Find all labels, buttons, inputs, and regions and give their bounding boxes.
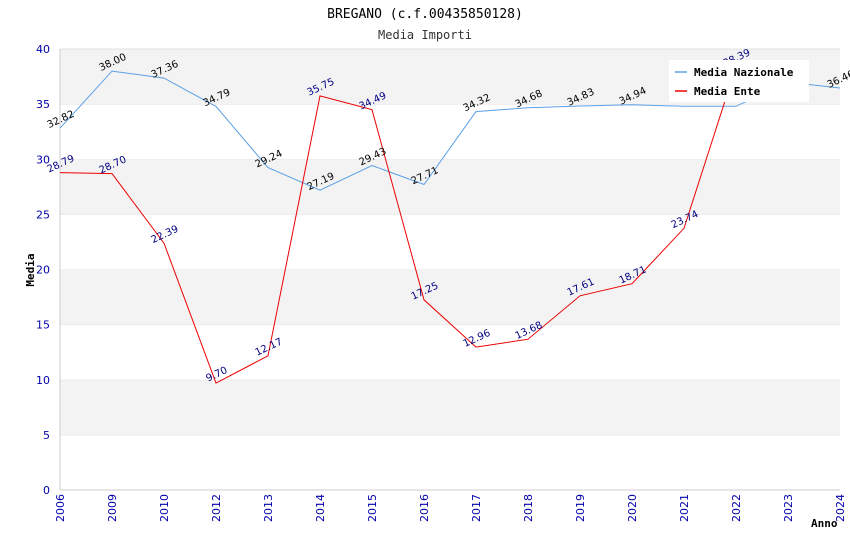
grid-band xyxy=(60,269,840,325)
y-tick-label: 15 xyxy=(36,319,50,332)
x-tick-label: 2022 xyxy=(730,494,743,522)
x-tick-labels: 2006 2009 2010 2012 2013 2014 2015 2016 2017 2018… xyxy=(54,494,847,522)
grid-band xyxy=(60,159,840,215)
x-tick-label: 2014 xyxy=(314,494,327,522)
grid-bands xyxy=(60,48,840,490)
legend-label-media-ente: Media Ente xyxy=(694,85,761,98)
legend: Media Nazionale Media Ente xyxy=(669,60,809,102)
grid-band xyxy=(60,324,840,380)
x-axis-title: Anno xyxy=(811,517,838,530)
y-tick-label: 5 xyxy=(43,429,50,442)
grid-band xyxy=(60,434,840,490)
series-lines xyxy=(59,66,841,384)
x-tick-label: 2020 xyxy=(626,494,639,522)
x-tick-label: 2023 xyxy=(782,494,795,522)
x-tick-label: 2010 xyxy=(158,494,171,522)
grid-band xyxy=(60,214,840,270)
x-tick-label: 2017 xyxy=(470,494,483,522)
x-tick-label: 2006 xyxy=(54,494,67,522)
chart-title: BREGANO (c.f.00435850128) xyxy=(327,7,523,22)
x-tick-label: 2013 xyxy=(262,494,275,522)
y-axis-title: Media xyxy=(24,253,37,286)
y-tick-label: 10 xyxy=(36,374,50,387)
legend-label-media-nazionale: Media Nazionale xyxy=(694,66,794,79)
y-tick-label: 40 xyxy=(36,43,50,56)
y-tick-label: 0 xyxy=(43,484,50,497)
x-tick-label: 2009 xyxy=(106,494,119,522)
series-line-media-ente xyxy=(59,66,737,384)
grid-band xyxy=(60,379,840,435)
y-tick-label: 30 xyxy=(36,153,50,166)
chart-subtitle: Media Importi xyxy=(378,28,472,42)
series-line-media-nazionale xyxy=(59,70,841,191)
x-tick-label: 2019 xyxy=(574,494,587,522)
x-tick-label: 2024 xyxy=(834,494,847,522)
y-tick-label: 25 xyxy=(36,208,50,221)
x-tick-label: 2021 xyxy=(678,494,691,522)
x-tick-label: 2018 xyxy=(522,494,535,522)
x-tick-label: 2016 xyxy=(418,494,431,522)
y-tick-labels: 0 5 10 15 20 25 30 35 40 xyxy=(36,43,50,497)
x-tick-label: 2015 xyxy=(366,494,379,522)
y-tick-label: 20 xyxy=(36,264,50,277)
y-tick-label: 35 xyxy=(36,98,50,111)
x-tick-label: 2012 xyxy=(210,494,223,522)
grid-band xyxy=(60,104,840,160)
legend-box xyxy=(669,60,809,102)
